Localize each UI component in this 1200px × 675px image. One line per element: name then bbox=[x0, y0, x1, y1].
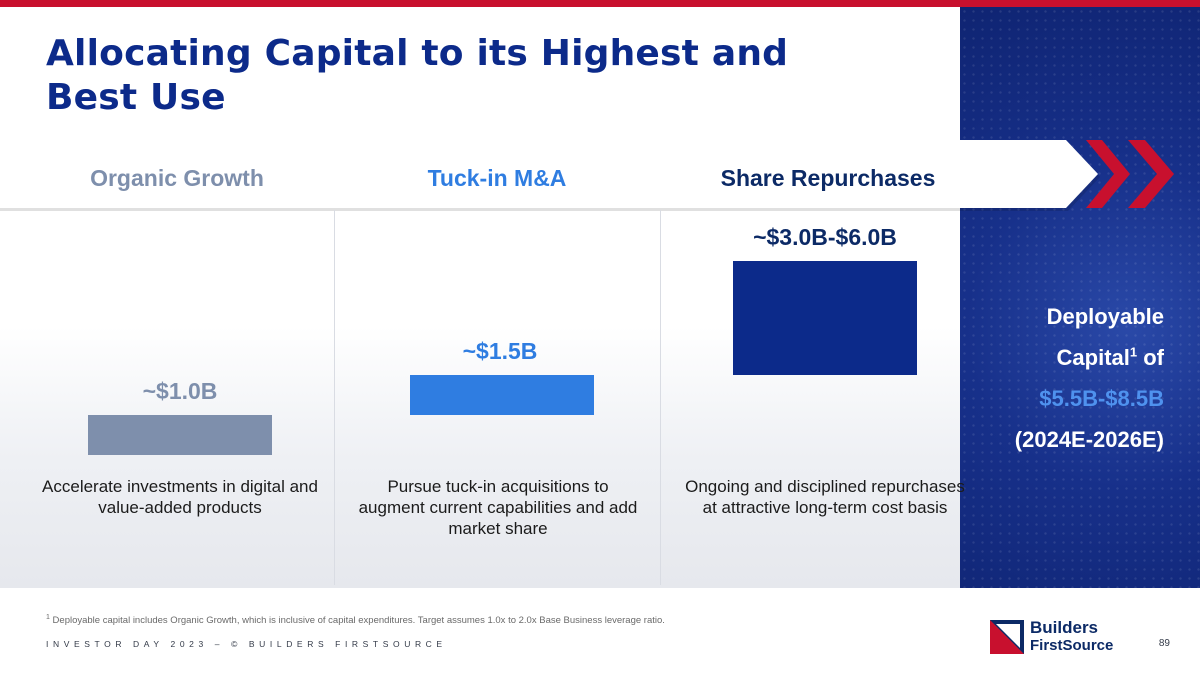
footnote-text: Deployable capital includes Organic Grow… bbox=[49, 615, 665, 626]
deployable-capital-word: Capital bbox=[1056, 345, 1130, 370]
deployable-range: $5.5B-$8.5B bbox=[1039, 386, 1164, 411]
logo-text-builders: Builders bbox=[1030, 618, 1099, 637]
logo-text-firstsource: FirstSource bbox=[1030, 637, 1114, 654]
category-share-repurchases: Share Repurchases bbox=[720, 165, 936, 191]
logo-mark-icon bbox=[990, 620, 1024, 654]
category-banner bbox=[0, 140, 1098, 208]
column-divider-2 bbox=[660, 210, 661, 585]
category-tuck-in: Tuck-in M&A bbox=[427, 165, 567, 191]
footnote: 1 Deployable capital includes Organic Gr… bbox=[46, 613, 846, 627]
bar-tuck-in bbox=[410, 375, 594, 415]
bar-value-tuck-in: ~$1.5B bbox=[462, 338, 538, 364]
footer-text: INVESTOR DAY 2023 – © BUILDERS FIRSTSOUR… bbox=[46, 639, 447, 649]
desc-organic-growth: Accelerate investments in digital and va… bbox=[42, 477, 318, 517]
deployable-period: (2024E-2026E) bbox=[1014, 427, 1164, 452]
bar-value-organic: ~$1.0B bbox=[142, 378, 218, 404]
deployable-capital-callout: Deployable Capital1 of $5.5B-$8.5B (2024… bbox=[960, 296, 1164, 460]
category-organic-growth: Organic Growth bbox=[90, 165, 264, 191]
page-title: Allocating Capital to its Highest and Be… bbox=[46, 33, 789, 118]
dot-pattern bbox=[960, 7, 1200, 588]
bar-organic-growth bbox=[88, 415, 272, 455]
column-divider-1 bbox=[334, 210, 335, 585]
footnote-marker: 1 bbox=[46, 613, 50, 621]
deployable-of: of bbox=[1137, 345, 1164, 370]
desc-tuck-in: Pursue tuck-in acquisitions to augment c… bbox=[358, 477, 638, 538]
top-accent-bar bbox=[0, 0, 1200, 7]
chevron-right-icon bbox=[1086, 140, 1130, 208]
right-panel bbox=[960, 7, 1200, 588]
deployable-footnote-marker: 1 bbox=[1129, 344, 1138, 360]
builders-firstsource-logo: Builders FirstSource bbox=[990, 619, 1115, 655]
bar-value-share-repurchases: ~$3.0B-$6.0B bbox=[753, 224, 897, 250]
desc-share-repurchases: Ongoing and disciplined repurchases at a… bbox=[685, 477, 965, 517]
deployable-line2: Capital1 of bbox=[960, 337, 1164, 378]
deployable-line1: Deployable bbox=[1046, 304, 1164, 329]
chevron-right-icon-2 bbox=[1128, 140, 1174, 208]
bar-share-repurchases bbox=[733, 261, 917, 375]
page-number: 89 bbox=[1158, 638, 1170, 649]
